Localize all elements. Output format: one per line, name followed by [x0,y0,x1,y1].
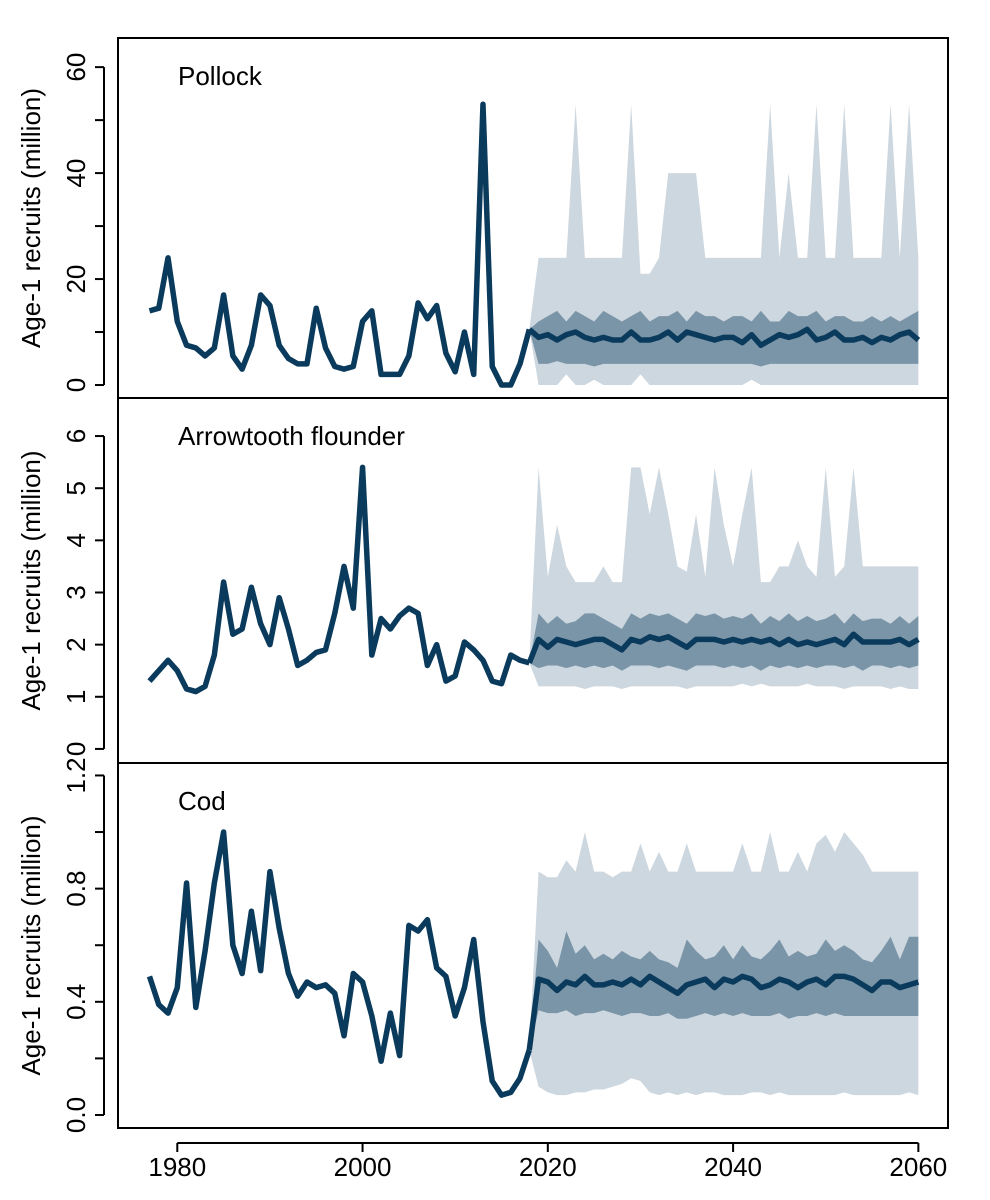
y-tick-label: 0.0 [61,1097,91,1133]
y-tick-label: 0 [61,742,91,756]
y-tick-label: 40 [61,159,91,188]
x-tick-label: 2000 [334,1152,392,1182]
y-axis-label: Age-1 recruits (million) [16,88,46,348]
y-tick-label: 4 [61,533,91,547]
y-tick-label: 6 [61,429,91,443]
x-tick-label: 1980 [148,1152,206,1182]
interval-band [529,931,919,1050]
panel-label: Arrowtooth flounder [178,421,405,451]
y-tick-label: 0.4 [61,984,91,1020]
panel-frame [117,762,949,1129]
y-axis-label: Age-1 recruits (million) [16,450,46,710]
panel-label: Cod [178,786,226,816]
y-tick-label: 2 [61,637,91,651]
y-tick-label: 3 [61,585,91,599]
y-tick-label: 5 [61,481,91,495]
recruit-line [526,631,920,664]
y-tick-label: 60 [61,53,91,82]
x-tick-label: 2020 [519,1152,577,1182]
x-tick-label: 2040 [704,1152,762,1182]
y-axis-label: Age-1 recruits (million) [16,815,46,1075]
y-tick-label: 0.8 [61,871,91,907]
recruit-line [148,101,532,388]
y-tick-label: 1.2 [61,757,91,793]
y-tick-label: 0 [61,378,91,392]
recruit-line [527,326,921,349]
x-tick-label: 2060 [889,1152,947,1182]
recruit-line [146,829,532,1098]
y-tick-label: 1 [61,690,91,704]
recruit-line [526,973,920,1051]
recruit-line [147,464,531,695]
interval-band [529,104,919,386]
y-tick-label: 20 [61,265,91,294]
panel-label: Pollock [178,61,263,91]
